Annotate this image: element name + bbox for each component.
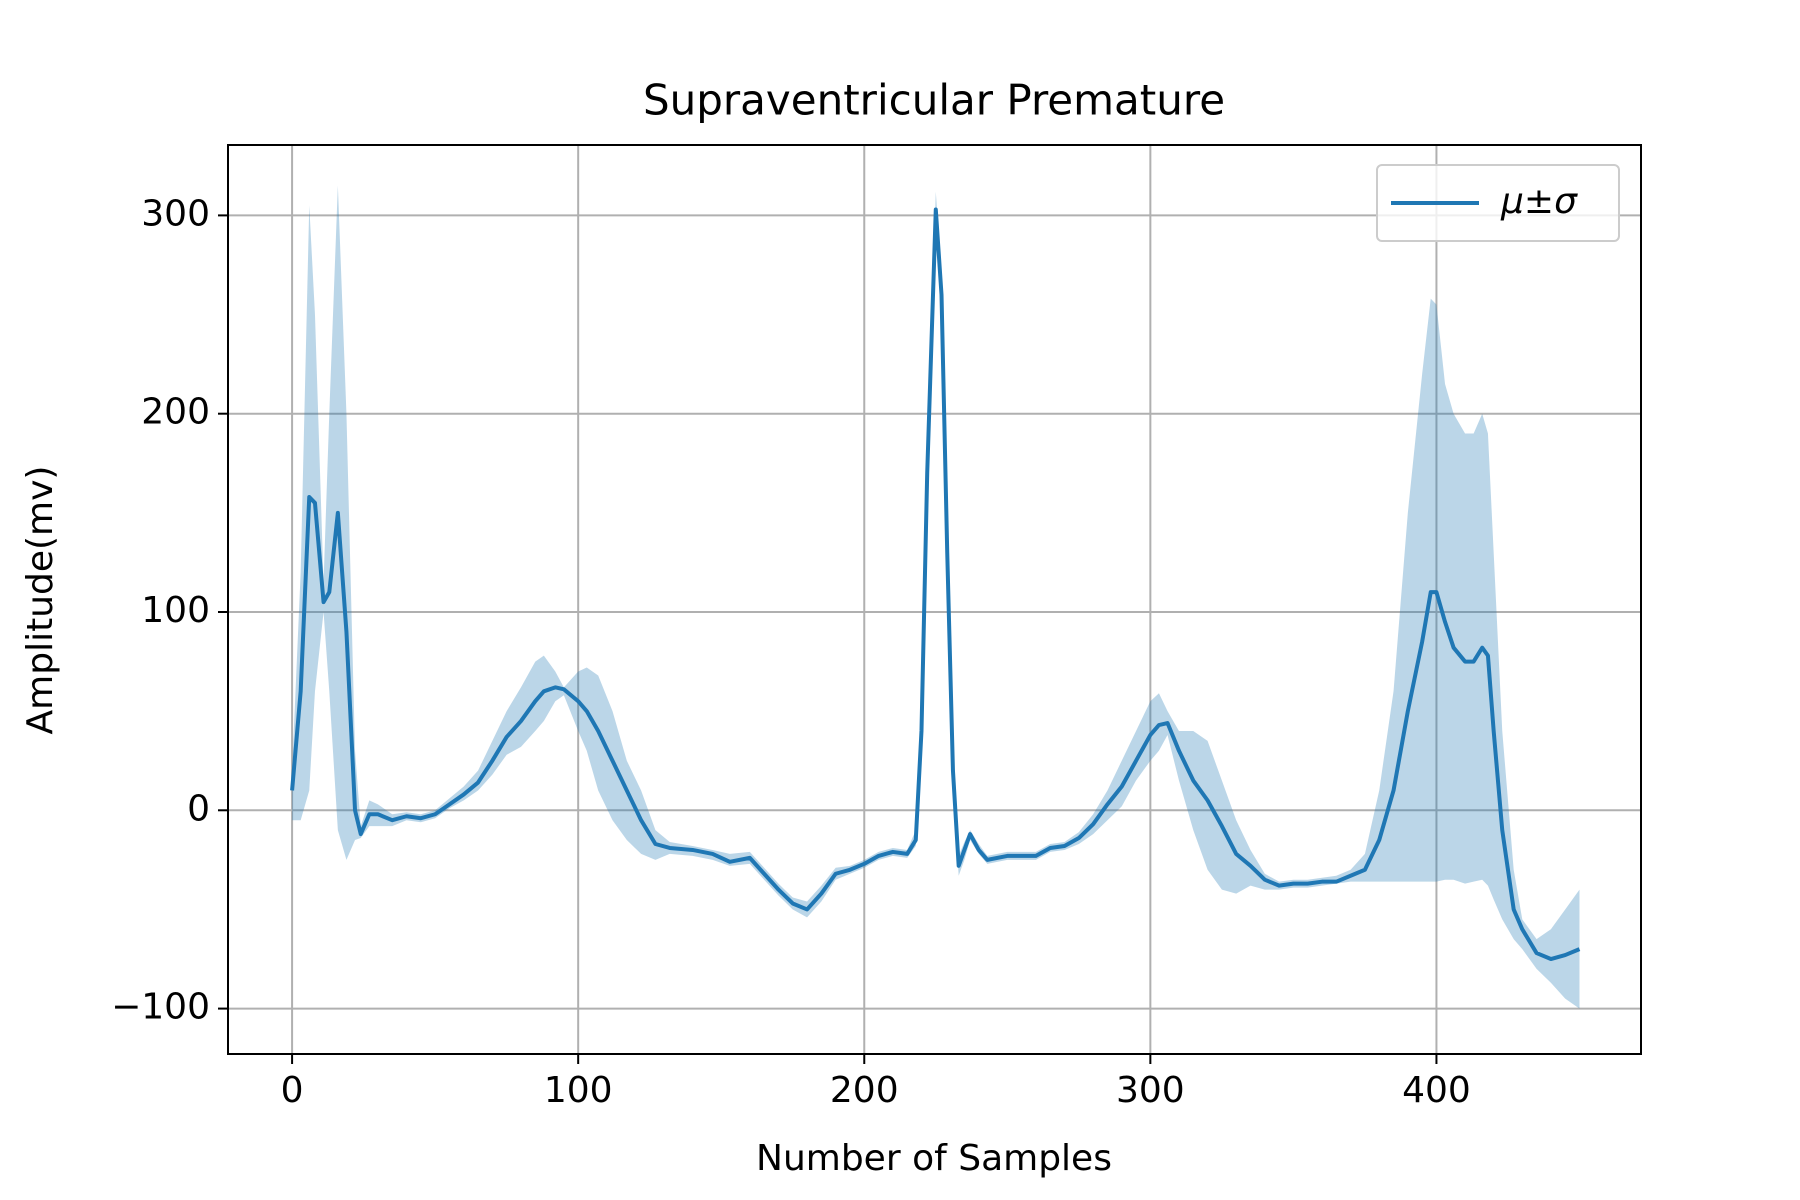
x-tick-label: 200 [830,1070,899,1111]
legend-label: μ±σ [1500,181,1578,222]
x-tick-label: 400 [1402,1070,1471,1111]
y-axis-label: Amplitude(mv) [20,466,61,735]
x-axis-label: Number of Samples [756,1138,1112,1179]
y-tick-label: 0 [187,788,210,829]
x-tick-label: 100 [544,1070,613,1111]
plot-frame [227,144,1642,1055]
y-tick-label: 100 [141,590,210,631]
std-band [292,185,1580,1009]
x-tick-label: 300 [1116,1070,1185,1111]
mean-line [290,207,1581,962]
y-tick-label: 200 [141,392,210,433]
chart-title: Supraventricular Premature [643,76,1225,125]
x-tick-label: 0 [281,1070,304,1111]
y-tick-label: 300 [141,193,210,234]
y-tick-label: −100 [111,987,210,1028]
legend-box [1376,164,1620,242]
